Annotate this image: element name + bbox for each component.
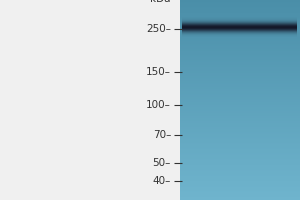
- Text: 150–: 150–: [146, 67, 171, 77]
- Text: 100–: 100–: [146, 100, 171, 110]
- Text: kDa: kDa: [151, 0, 171, 4]
- Text: 250–: 250–: [146, 24, 171, 34]
- Text: 50–: 50–: [153, 158, 171, 168]
- Text: 40–: 40–: [153, 176, 171, 186]
- Text: 70–: 70–: [153, 130, 171, 140]
